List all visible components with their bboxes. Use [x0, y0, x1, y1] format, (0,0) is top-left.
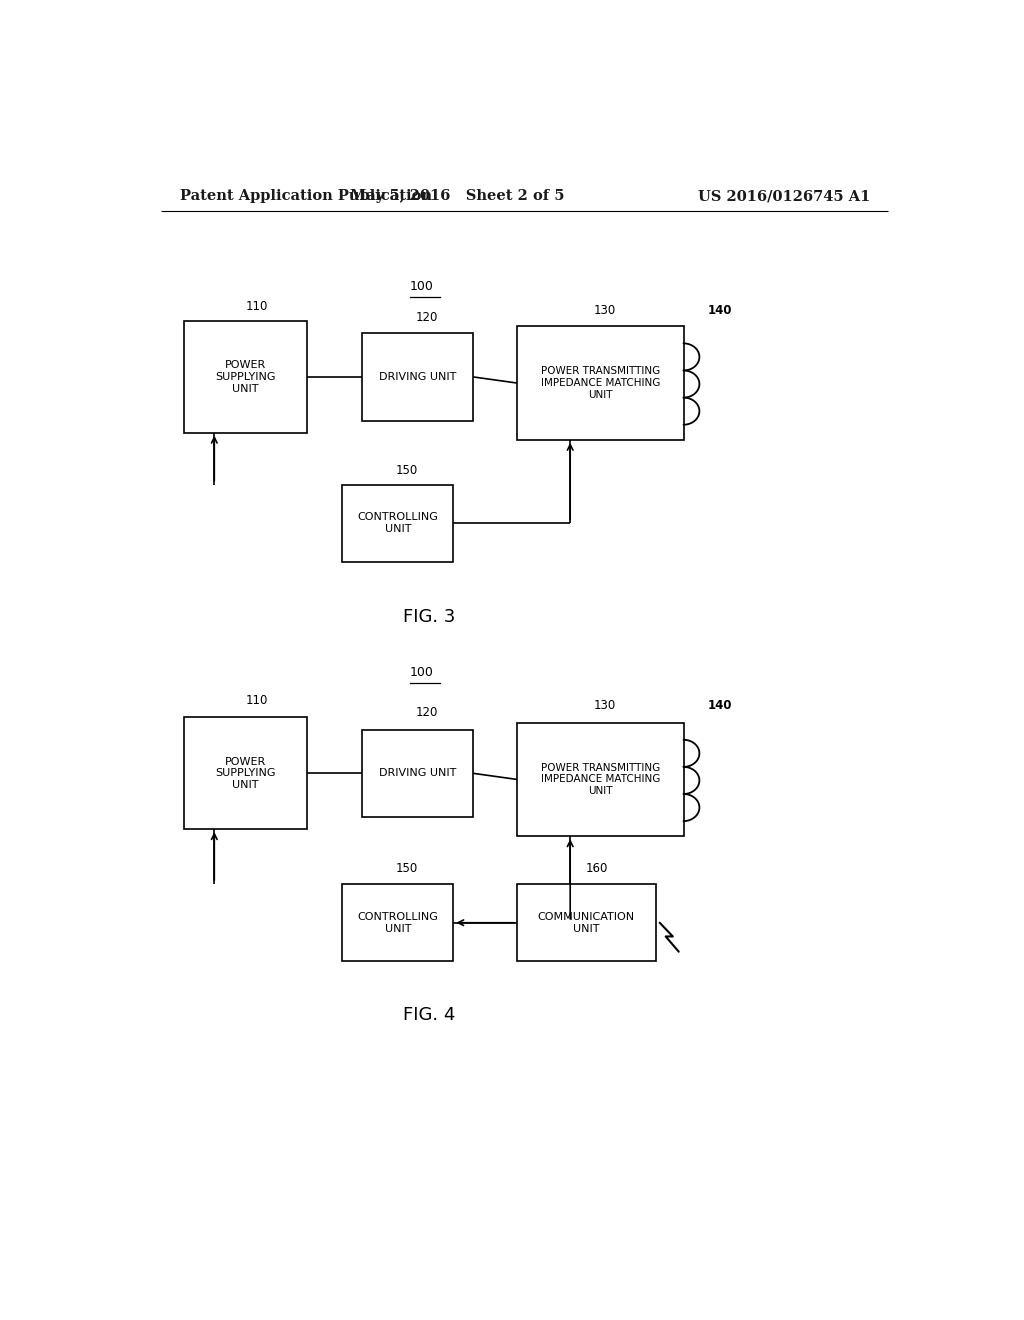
Text: 150: 150	[395, 463, 418, 477]
Text: US 2016/0126745 A1: US 2016/0126745 A1	[697, 189, 870, 203]
Bar	[517, 722, 684, 837]
Text: 120: 120	[416, 312, 437, 325]
Text: 130: 130	[594, 304, 616, 317]
Text: POWER TRANSMITTING
IMPEDANCE MATCHING
UNIT: POWER TRANSMITTING IMPEDANCE MATCHING UN…	[541, 763, 659, 796]
Text: POWER
SUPPLYING
UNIT: POWER SUPPLYING UNIT	[215, 360, 275, 393]
Text: DRIVING UNIT: DRIVING UNIT	[379, 768, 457, 779]
Bar	[517, 884, 655, 961]
Bar	[183, 321, 306, 433]
Text: COMMUNICATION
UNIT: COMMUNICATION UNIT	[538, 912, 635, 933]
Text: 160: 160	[586, 862, 608, 875]
Text: CONTROLLING
UNIT: CONTROLLING UNIT	[357, 512, 438, 535]
Text: 140: 140	[708, 700, 732, 713]
Text: 110: 110	[246, 694, 268, 708]
Text: DRIVING UNIT: DRIVING UNIT	[379, 372, 457, 381]
Text: Patent Application Publication: Patent Application Publication	[179, 189, 431, 203]
Text: FIG. 3: FIG. 3	[403, 609, 456, 626]
Text: POWER TRANSMITTING
IMPEDANCE MATCHING
UNIT: POWER TRANSMITTING IMPEDANCE MATCHING UN…	[541, 367, 659, 400]
Bar	[362, 730, 473, 817]
Bar	[342, 884, 454, 961]
Text: 120: 120	[416, 706, 437, 719]
Text: 140: 140	[708, 304, 732, 317]
Text: 150: 150	[395, 862, 418, 875]
Text: 100: 100	[410, 665, 433, 678]
Bar	[517, 326, 684, 440]
Text: May 5, 2016   Sheet 2 of 5: May 5, 2016 Sheet 2 of 5	[350, 189, 564, 203]
Text: FIG. 4: FIG. 4	[403, 1006, 456, 1024]
Text: POWER
SUPPLYING
UNIT: POWER SUPPLYING UNIT	[215, 756, 275, 789]
Bar	[342, 484, 454, 562]
Text: 110: 110	[246, 300, 268, 313]
Bar	[362, 333, 473, 421]
Text: 100: 100	[410, 280, 433, 293]
Text: CONTROLLING
UNIT: CONTROLLING UNIT	[357, 912, 438, 933]
Bar	[183, 718, 306, 829]
Text: 130: 130	[594, 700, 616, 713]
